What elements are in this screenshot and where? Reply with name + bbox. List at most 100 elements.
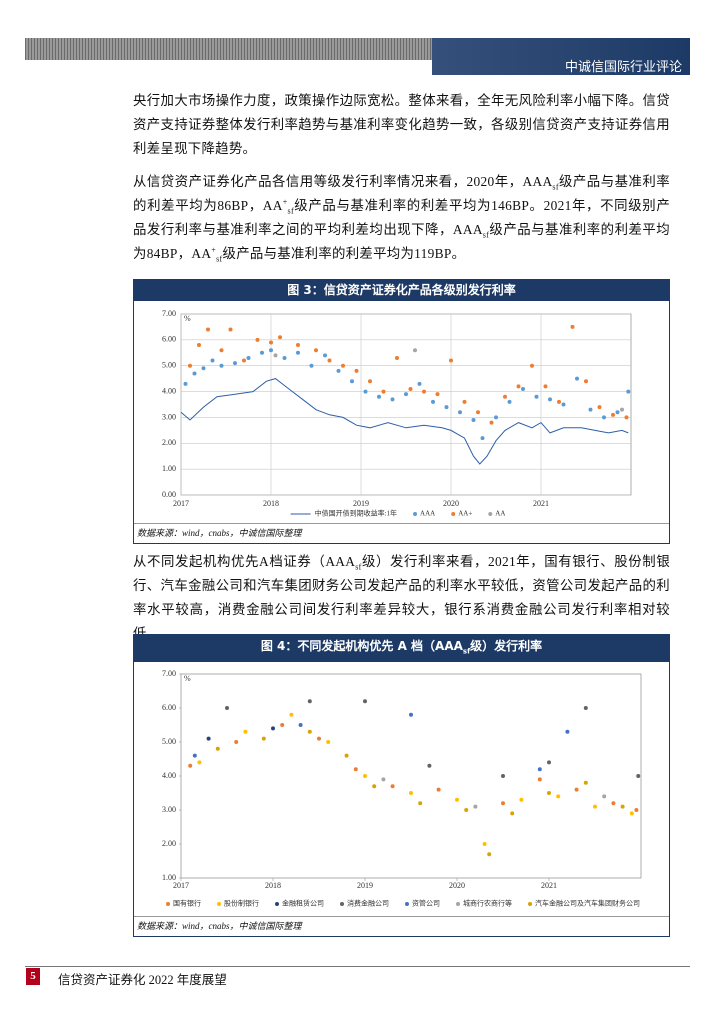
data-point (503, 394, 507, 399)
data-point (547, 760, 551, 765)
legend-label: 资管公司 (412, 899, 440, 908)
data-point (298, 723, 303, 728)
data-point (422, 389, 426, 394)
data-point (611, 801, 616, 806)
data-point (192, 753, 197, 758)
data-point (620, 804, 625, 809)
data-point (557, 399, 561, 404)
data-point (314, 348, 318, 353)
text-run: 从不同发起机构优先A档证券（AAA (133, 554, 356, 569)
data-point (487, 852, 492, 857)
data-point (417, 381, 422, 386)
data-point (482, 842, 487, 847)
data-point (510, 811, 515, 816)
legend-symbol (488, 512, 493, 516)
data-point (206, 327, 210, 332)
data-point (363, 699, 367, 704)
data-point (344, 753, 349, 758)
data-point (530, 363, 534, 368)
data-point (565, 730, 570, 735)
x-tick-label: 2020 (449, 881, 465, 890)
y-tick-label: 7.00 (162, 309, 176, 318)
data-point (269, 340, 273, 345)
legend-label: AA+ (458, 510, 472, 518)
data-point (219, 363, 224, 368)
data-point (501, 774, 505, 779)
figure-source: 数据来源：wind，cnabs，中诚信国际整理 (134, 916, 669, 936)
data-point (381, 777, 386, 782)
legend-symbol (456, 902, 460, 907)
legend-label: 汽车金融公司及汽车集团财务公司 (535, 899, 640, 908)
legend-symbol (413, 512, 418, 516)
text-run: sf (482, 230, 490, 240)
y-axis-unit: % (184, 314, 191, 323)
data-point (476, 410, 480, 415)
x-tick-label: 2017 (173, 881, 189, 890)
data-point (561, 402, 566, 407)
data-point (269, 348, 273, 353)
text-run: sf (462, 647, 471, 656)
y-tick-label: 3.00 (162, 805, 176, 814)
y-tick-label: 4.00 (162, 771, 176, 780)
text-run: 从信贷资产证券化产品各信用等级发行利率情况来看，2020年，AAA (133, 174, 553, 189)
text-run: 级产品与基准利率的利差平均为86BP，AA (133, 174, 670, 213)
legend-symbol (275, 902, 279, 907)
legend-label: 金融租赁公司 (282, 899, 324, 908)
data-point (409, 713, 413, 718)
data-point (341, 363, 345, 368)
data-point (516, 384, 521, 389)
y-tick-label: 0.00 (162, 490, 176, 499)
data-point (634, 808, 639, 813)
paragraph: 从不同发起机构优先A档证券（AAAsf级）发行利率来看，2021年，国有银行、股… (133, 550, 670, 646)
data-point (354, 368, 359, 373)
x-tick-label: 2020 (443, 499, 459, 508)
legend-label: 中债国开债到期收益率:1年 (315, 509, 397, 518)
data-point (260, 350, 264, 355)
data-point (418, 801, 423, 806)
data-point (588, 407, 593, 412)
legend-symbol (217, 902, 221, 907)
data-point (458, 410, 462, 415)
data-point (188, 363, 192, 368)
text-run: sf (287, 206, 294, 216)
data-point (210, 358, 215, 363)
data-point (570, 324, 575, 329)
data-point (583, 781, 588, 786)
data-point (307, 730, 312, 735)
data-point (363, 389, 368, 394)
footer-title: 信贷资产证券化 2022 年度展望 (58, 973, 227, 987)
data-point (225, 706, 229, 711)
data-point (350, 379, 354, 384)
text-run: + (282, 197, 288, 207)
y-tick-label: 6.00 (162, 335, 176, 344)
paragraph: 央行加大市场操作力度，政策操作边际宽松。整体来看，全年无风险利率小幅下降。信贷资… (133, 93, 670, 156)
text-run: 级产品与基准利率的利差平均为146BP。2021年，不同级别产品发行利率与基准利… (133, 198, 671, 237)
data-point (206, 736, 211, 741)
data-point (547, 791, 551, 796)
data-point (537, 767, 542, 772)
data-point (255, 337, 260, 342)
text-run: + (211, 245, 217, 255)
data-point (336, 368, 341, 373)
y-tick-label: 1.00 (162, 464, 176, 473)
y-tick-label: 2.00 (162, 839, 176, 848)
data-point (473, 804, 478, 809)
text-run: 级）发行利率 (470, 639, 543, 653)
data-point (377, 394, 381, 399)
legend-symbol (340, 902, 344, 907)
text-run: 级产品与基准利率的利差平均为84BP，AA (133, 222, 670, 261)
data-point (404, 392, 408, 397)
data-point (296, 343, 300, 348)
data-point (372, 784, 377, 789)
data-point (197, 760, 202, 765)
x-tick-label: 2021 (541, 881, 557, 890)
y-tick-label: 1.00 (162, 873, 176, 882)
header-title: 中诚信国际行业评论 (564, 60, 682, 75)
legend-label: 股份制银行 (224, 899, 259, 908)
series-line (180, 378, 629, 465)
data-point (395, 355, 399, 360)
data-point (435, 392, 440, 397)
data-point (368, 379, 372, 384)
text-run: 图 4：不同发起机构优先 A 档（AAA (260, 639, 463, 653)
legend-label: 国有银行 (173, 899, 201, 908)
